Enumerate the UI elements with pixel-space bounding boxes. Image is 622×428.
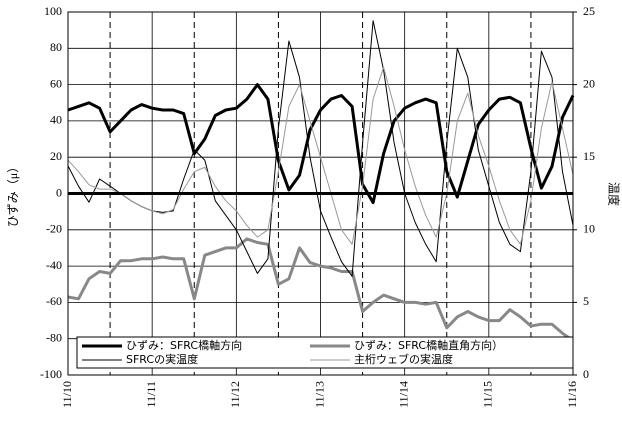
y2-tick-label: 25 [583,4,595,18]
series-line [67,66,574,245]
y2-tick-label: 15 [583,149,595,163]
y-tick-label: 0 [56,185,62,199]
y2-tick-label: 10 [583,222,595,236]
y-tick-label: -100 [40,367,62,381]
x-tick-label: 11/14 [396,381,410,408]
y2-tick-label: 0 [583,367,589,381]
x-tick-label: 11/15 [481,381,495,408]
legend: ひずみ：SFRC橋軸方向 ひずみ：SFRC橋軸直角方向） SFRCの実温度 主桁ウェブ… [76,336,574,369]
y-axis-label: ひずみ（μ） [6,161,20,227]
legend-box [76,336,574,369]
y-tick-label: 100 [44,4,62,18]
y-tick-label: -60 [46,294,62,308]
x-tick-label: 11/11 [144,381,158,407]
x-tick-label: 11/13 [312,381,326,408]
series-line [67,237,574,342]
x-tick-label: 11/10 [60,381,74,408]
y-tick-label: 20 [50,149,62,163]
series-line [67,83,575,205]
y-tick-label: 60 [50,76,62,90]
legend-label: ひずみ：SFRC橋軸方向 [126,338,242,352]
legend-label: SFRCの実温度 [126,352,198,366]
y-tick-label: -20 [46,222,62,236]
y-tick-label: -80 [46,330,62,344]
legend-label: ひずみ：SFRC橋軸直角方向） [354,338,503,352]
y-tick-label: 40 [50,113,62,127]
y-tick-label: 80 [50,40,62,54]
plot-frame [67,11,574,376]
y-tick-label: -40 [46,258,62,272]
x-tick-label: 11/16 [565,381,579,408]
y2-tick-label: 5 [583,294,589,308]
legend-label: 主桁ウェブの実温度 [354,352,453,366]
x-tick-label: 11/12 [228,381,242,408]
y2-tick-label: 20 [583,76,595,90]
y2-axis-label: 温度 [606,182,621,206]
